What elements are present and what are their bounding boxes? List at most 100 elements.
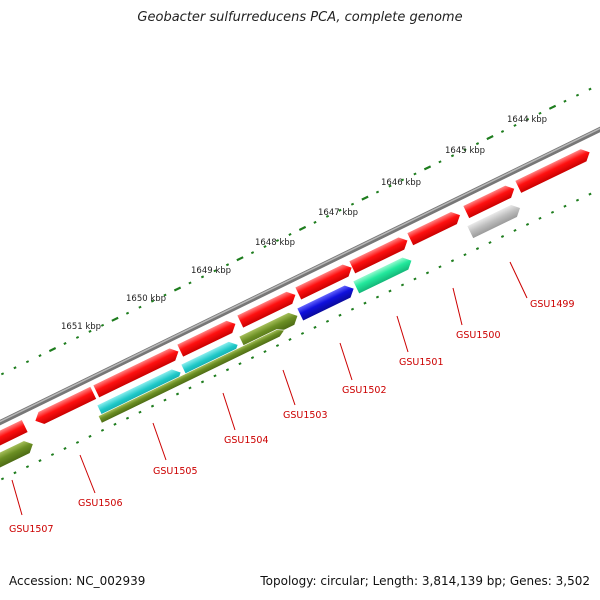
minor-tick — [500, 235, 505, 238]
cds-forward-5 — [294, 263, 353, 301]
minor-tick — [475, 142, 480, 146]
minor-tick — [525, 117, 530, 121]
minor-tick — [413, 277, 417, 281]
minor-tick — [163, 293, 167, 297]
minor-tick — [50, 453, 55, 457]
gene-label: GSU1507 — [9, 524, 54, 535]
minor-tick — [413, 172, 417, 176]
minor-tick — [325, 214, 330, 218]
minor-tick — [275, 239, 280, 243]
minor-tick — [400, 178, 405, 182]
cds-forward-1 — [34, 385, 97, 425]
minor-tick — [0, 372, 5, 376]
cds-forward-2-shape — [92, 347, 180, 399]
gene-label: GSU1505 — [153, 466, 198, 477]
scale-label: 1645 kbp — [445, 146, 485, 156]
backbone-highlight — [0, 127, 600, 423]
cds-forward-3-shape — [176, 320, 237, 358]
scale-label: 1644 kbp — [507, 115, 547, 125]
minor-tick — [300, 331, 305, 335]
minor-tick — [488, 241, 492, 245]
gene-label: GSU1499 — [530, 299, 575, 310]
gene-label: GSU1502 — [342, 385, 387, 396]
cds-forward-3 — [176, 320, 237, 358]
backbone-line — [0, 126, 600, 426]
gene-label: GSU1506 — [78, 498, 123, 509]
gene-leader-line — [339, 342, 353, 381]
scale-label: 1650 kbp — [126, 294, 166, 304]
gene-leader-line — [222, 392, 236, 431]
minor-tick — [0, 477, 5, 481]
minor-tick — [75, 440, 80, 444]
cds-forward-0-shape — [0, 419, 29, 452]
minor-tick — [563, 99, 567, 103]
major-tick — [236, 256, 244, 262]
backbone — [0, 126, 600, 426]
minor-tick — [313, 325, 317, 329]
gene-leader-line — [509, 261, 528, 299]
scale-label: 1646 kbp — [381, 178, 421, 188]
scale-ticks — [0, 87, 592, 481]
labels: 1644 kbp 1645 kbp 1646 kbp 1647 kbp 1648 kbp… — [9, 115, 575, 535]
cds-forward-6-shape — [348, 236, 409, 275]
cds-second-5-shape — [352, 256, 413, 295]
minor-tick — [63, 342, 67, 345]
minor-tick — [338, 313, 342, 317]
minor-tick — [538, 111, 542, 115]
minor-tick — [338, 208, 342, 212]
minor-tick — [113, 422, 117, 426]
cds-forward-1-shape — [34, 385, 97, 425]
scale-label: 1648 kbp — [255, 238, 295, 248]
minor-tick — [388, 289, 392, 293]
minor-tick — [213, 269, 217, 273]
cds-forward-7-shape — [406, 211, 461, 247]
cds-forward-9-shape — [514, 148, 591, 194]
minor-tick — [150, 299, 155, 303]
minor-tick — [375, 190, 380, 194]
major-tick — [486, 135, 494, 141]
minor-tick — [138, 305, 142, 309]
minor-tick — [250, 251, 255, 255]
cds-forward-9 — [514, 148, 591, 194]
gene-label: GSU1500 — [456, 330, 501, 341]
major-tick — [423, 165, 432, 171]
cds-second-5 — [352, 256, 413, 295]
minor-tick — [375, 295, 380, 299]
gene-leader-line — [152, 422, 167, 461]
cds-forward-4 — [236, 291, 297, 329]
cds-forward-4-shape — [236, 291, 297, 329]
minor-tick — [525, 222, 530, 226]
minor-tick — [13, 471, 17, 475]
minor-tick — [513, 228, 517, 232]
minor-tick — [38, 354, 42, 358]
minor-tick — [13, 366, 17, 370]
minor-tick — [225, 263, 230, 267]
scale-label: 1651 kbp — [61, 322, 101, 332]
gene-leader-line — [396, 315, 409, 353]
gene-leader-line — [452, 287, 463, 326]
minor-tick — [238, 362, 242, 366]
cds-olive-underlay-shape — [97, 329, 286, 424]
minor-tick — [400, 283, 405, 287]
minor-tick — [450, 259, 455, 263]
minor-tick — [588, 87, 592, 91]
minor-tick — [313, 220, 317, 224]
accession-text: Accession: NC_002939 — [9, 574, 146, 588]
inner-scale-ring — [0, 192, 592, 481]
minor-tick — [125, 416, 130, 420]
cds-second-0 — [0, 440, 34, 472]
minor-tick — [250, 356, 255, 360]
outer-scale-ring — [0, 87, 592, 376]
minor-tick — [200, 380, 205, 384]
cds-second-4 — [296, 284, 355, 322]
minor-tick — [350, 307, 355, 311]
minor-tick — [550, 210, 555, 214]
major-tick — [298, 225, 307, 231]
minor-tick — [288, 338, 292, 341]
cds-forward-5-shape — [294, 263, 353, 301]
page-title: Geobacter sulfurreducens PCA, complete g… — [137, 10, 463, 25]
minor-tick — [225, 368, 230, 372]
cds-second-0-shape — [0, 440, 34, 472]
minor-tick — [500, 130, 505, 133]
cds-forward-6 — [348, 236, 409, 275]
